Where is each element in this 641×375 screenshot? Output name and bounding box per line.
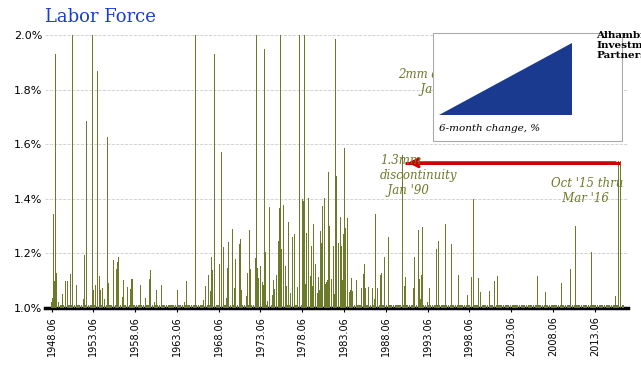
FancyBboxPatch shape (433, 33, 622, 141)
Polygon shape (438, 43, 572, 115)
Polygon shape (440, 43, 533, 85)
FancyBboxPatch shape (436, 38, 590, 116)
Text: 1.3mm
discontinuity
  Jan '90: 1.3mm discontinuity Jan '90 (380, 154, 458, 197)
Text: Oct '15 thru
   Mar '16: Oct '15 thru Mar '16 (551, 177, 624, 205)
Text: Alhambra
Investment
Partners: Alhambra Investment Partners (597, 31, 641, 60)
Text: 6-month change, %: 6-month change, % (438, 124, 540, 134)
Text: Labor Force: Labor Force (45, 8, 156, 26)
Text: 2mm discontinuity
      Jan '00: 2mm discontinuity Jan '00 (398, 68, 510, 96)
